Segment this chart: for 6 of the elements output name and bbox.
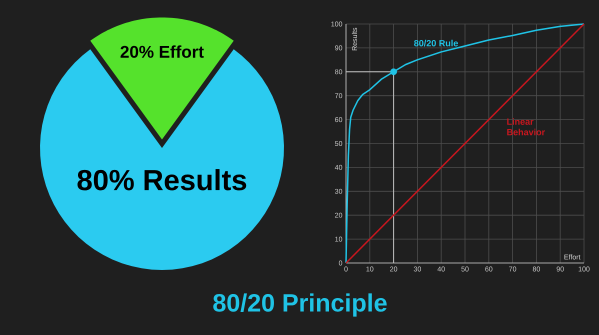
- series-label: 80/20 Rule: [414, 40, 458, 46]
- slice-label: 80% Results: [77, 169, 246, 190]
- series-label: Linear Behavior: [507, 118, 545, 136]
- text: 80/20 Principle: [213, 293, 387, 317]
- line-series: [345, 23, 585, 264]
- slice-label: 20% Effort: [120, 45, 204, 58]
